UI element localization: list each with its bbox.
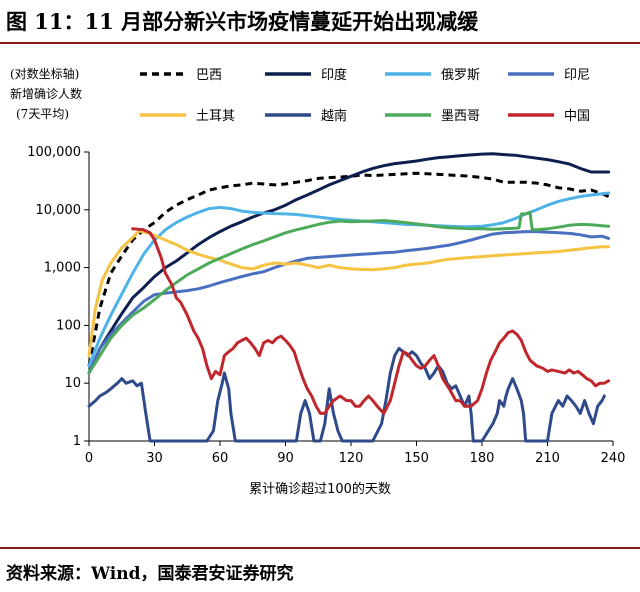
title-bar: 图 11：11 月部分新兴市场疫情蔓延开始出现减缓 (0, 0, 640, 44)
x-tick-label: 30 (146, 451, 163, 466)
legend-label-印度: 印度 (321, 67, 347, 83)
x-tick-label: 210 (535, 451, 560, 466)
legend-label-土耳其: 土耳其 (196, 109, 235, 124)
y-tick-label: 100,000 (27, 145, 81, 160)
series-line-墨西哥 (87, 210, 611, 375)
title-divider (0, 42, 640, 44)
x-tick-label: 120 (339, 451, 364, 466)
y-axis-note-line-1: (对数坐标轴) (10, 66, 79, 81)
series-lines (87, 152, 611, 443)
series-line-中国 (131, 227, 611, 415)
y-tick-label: 1 (73, 434, 81, 449)
y-tick-label: 10 (64, 376, 81, 391)
y-tick-label: 100 (56, 318, 81, 333)
legend-label-墨西哥: 墨西哥 (441, 109, 480, 124)
x-tick-label: 0 (85, 451, 93, 466)
y-tick-label: 10,000 (36, 203, 82, 218)
x-axis-label: 累计确诊超过100的天数 (249, 481, 391, 497)
legend-label-俄罗斯: 俄罗斯 (441, 68, 480, 83)
x-tick-label: 150 (404, 451, 429, 466)
y-axis-note-line-3: (7天平均) (16, 107, 69, 121)
series-line-越南 (87, 346, 606, 443)
x-tick-label: 60 (212, 451, 229, 466)
y-tick-label: 1,000 (44, 261, 81, 276)
y-axis-note: (对数坐标轴) 新增确诊人数 (7天平均) (10, 66, 82, 121)
series-line-印度 (87, 152, 611, 375)
x-tick-label: 240 (601, 451, 626, 466)
legend-label-越南: 越南 (321, 108, 347, 124)
x-tick-label: 180 (470, 451, 495, 466)
series-line-土耳其 (87, 229, 611, 358)
legend-label-中国: 中国 (564, 109, 590, 124)
y-axis-note-line-2: 新增确诊人数 (10, 86, 82, 101)
axes: 1 10 100 1,000 10,000 100,000 0 30 60 90 120 150 180… (27, 145, 625, 466)
series-line-印尼 (87, 230, 611, 375)
legend-label-巴西: 巴西 (196, 68, 222, 83)
x-tick-label: 90 (277, 451, 294, 466)
series-line-巴西 (87, 171, 610, 367)
source-note: 资料来源：Wind，国泰君安证券研究 (6, 564, 294, 584)
legend-label-印尼: 印尼 (564, 68, 590, 83)
chart-title: 图 11：11 月部分新兴市场疫情蔓延开始出现减缓 (6, 9, 479, 34)
footer-divider (0, 547, 640, 549)
